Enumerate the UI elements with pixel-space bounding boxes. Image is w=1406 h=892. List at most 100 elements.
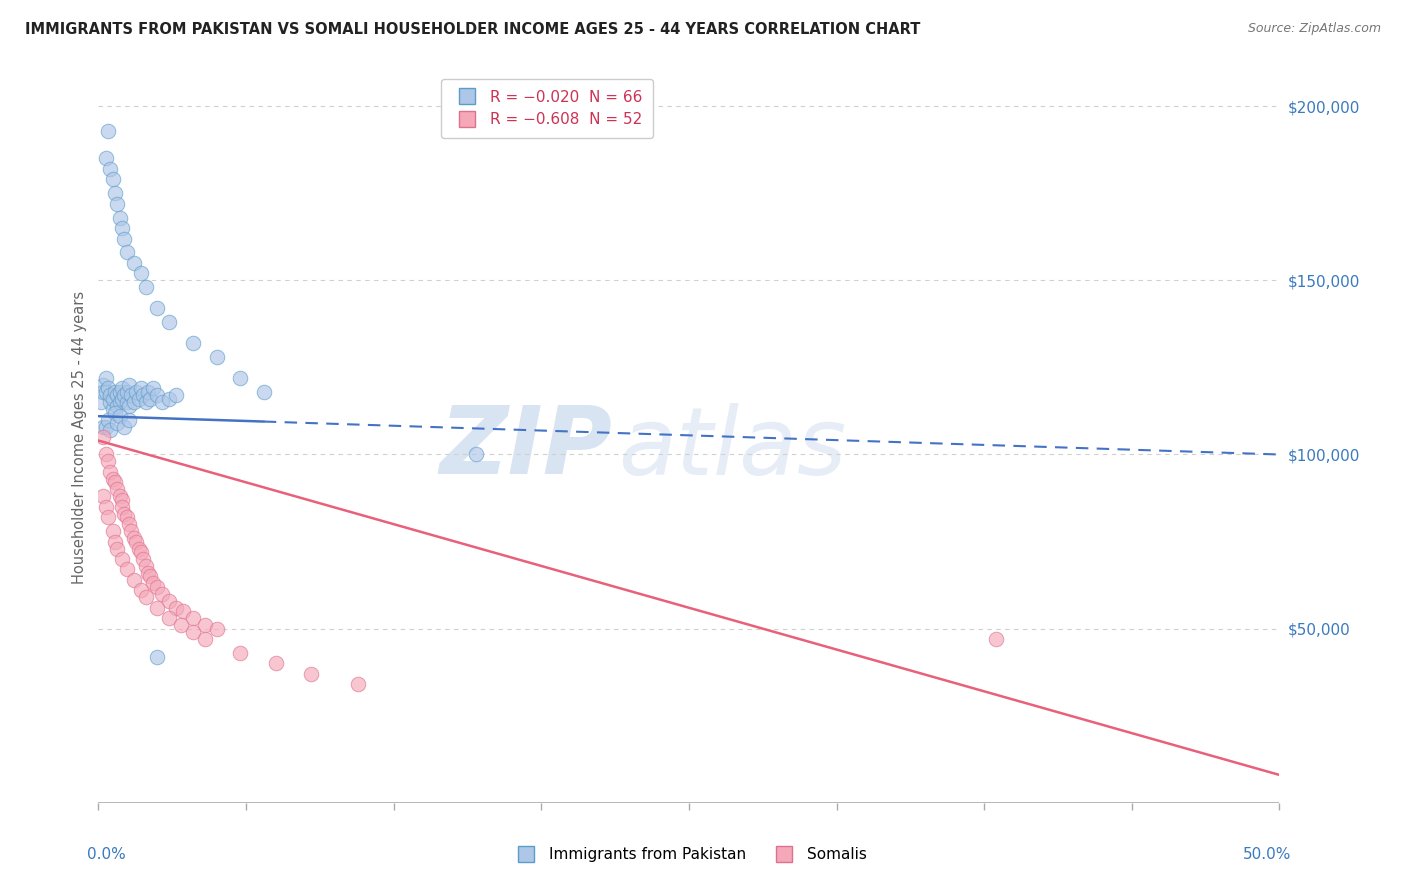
Point xyxy=(299,667,322,681)
Point xyxy=(125,384,148,399)
Text: 50.0%: 50.0% xyxy=(1243,847,1291,862)
Point xyxy=(122,256,145,270)
Point xyxy=(136,566,159,580)
Point xyxy=(122,573,145,587)
Point xyxy=(150,395,173,409)
Point xyxy=(105,388,128,402)
Point xyxy=(94,448,117,462)
Point xyxy=(108,489,131,503)
Point xyxy=(170,618,193,632)
Point xyxy=(98,423,121,437)
Point xyxy=(115,384,138,399)
Point xyxy=(112,419,135,434)
Point xyxy=(229,646,252,660)
Point xyxy=(132,388,155,402)
Point xyxy=(181,625,204,640)
Point xyxy=(112,507,135,521)
Point xyxy=(111,392,134,406)
Point xyxy=(135,395,157,409)
Point xyxy=(172,604,194,618)
Point xyxy=(347,677,370,691)
Point xyxy=(108,211,131,225)
Point xyxy=(118,517,141,532)
Point xyxy=(91,384,114,399)
Point xyxy=(129,583,152,598)
Point xyxy=(146,649,169,664)
Point xyxy=(108,384,131,399)
Point xyxy=(91,489,114,503)
Point xyxy=(142,381,165,395)
Point xyxy=(465,448,488,462)
Point xyxy=(105,399,128,413)
Point xyxy=(101,472,124,486)
Point xyxy=(157,315,180,329)
Point xyxy=(194,632,217,646)
Point xyxy=(104,534,127,549)
Point xyxy=(157,392,180,406)
Point xyxy=(104,384,127,399)
Legend: Immigrants from Pakistan, Somalis: Immigrants from Pakistan, Somalis xyxy=(505,841,873,868)
Point xyxy=(135,558,157,573)
Point xyxy=(94,500,117,514)
Point xyxy=(90,395,112,409)
Text: Source: ZipAtlas.com: Source: ZipAtlas.com xyxy=(1247,22,1381,36)
Point xyxy=(98,465,121,479)
Point xyxy=(157,611,180,625)
Point xyxy=(97,510,120,524)
Point xyxy=(129,545,152,559)
Point xyxy=(98,388,121,402)
Point xyxy=(194,618,217,632)
Point xyxy=(104,475,127,490)
Point xyxy=(165,388,187,402)
Point xyxy=(112,388,135,402)
Point xyxy=(94,152,117,166)
Point xyxy=(205,622,228,636)
Text: 0.0%: 0.0% xyxy=(87,847,125,862)
Point xyxy=(98,161,121,176)
Text: IMMIGRANTS FROM PAKISTAN VS SOMALI HOUSEHOLDER INCOME AGES 25 - 44 YEARS CORRELA: IMMIGRANTS FROM PAKISTAN VS SOMALI HOUSE… xyxy=(25,22,921,37)
Point xyxy=(118,377,141,392)
Point xyxy=(108,395,131,409)
Point xyxy=(136,384,159,399)
Point xyxy=(229,371,252,385)
Point xyxy=(121,388,143,402)
Point xyxy=(115,562,138,576)
Point xyxy=(118,399,141,413)
Point xyxy=(105,416,128,430)
Point xyxy=(122,531,145,545)
Point xyxy=(146,301,169,316)
Point xyxy=(181,336,204,351)
Point xyxy=(111,492,134,507)
Point xyxy=(115,510,138,524)
Point xyxy=(132,552,155,566)
Point xyxy=(181,611,204,625)
Point xyxy=(97,454,120,468)
Point xyxy=(104,186,127,201)
Point xyxy=(104,406,127,420)
Point xyxy=(135,280,157,294)
Point xyxy=(94,419,117,434)
Point xyxy=(91,377,114,392)
Point xyxy=(111,381,134,395)
Point xyxy=(91,430,114,444)
Point xyxy=(94,384,117,399)
Point xyxy=(129,266,152,280)
Point xyxy=(150,587,173,601)
Point xyxy=(146,580,169,594)
Point xyxy=(135,591,157,605)
Point xyxy=(101,392,124,406)
Point xyxy=(115,395,138,409)
Point xyxy=(111,552,134,566)
Point xyxy=(101,524,124,538)
Point xyxy=(105,541,128,556)
Point xyxy=(98,395,121,409)
Point xyxy=(129,381,152,395)
Point xyxy=(97,412,120,426)
Point xyxy=(122,395,145,409)
Point xyxy=(101,172,124,186)
Y-axis label: Householder Income Ages 25 - 44 years: Householder Income Ages 25 - 44 years xyxy=(72,291,87,583)
Point xyxy=(165,600,187,615)
Point xyxy=(205,350,228,364)
Point xyxy=(264,657,287,671)
Point xyxy=(157,594,180,608)
